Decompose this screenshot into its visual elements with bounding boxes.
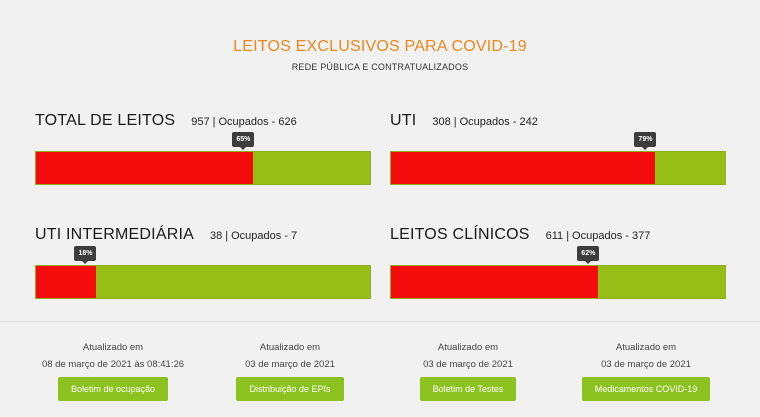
update-label: Atualizado em bbox=[259, 342, 321, 353]
occupancy-bar-fill bbox=[36, 266, 97, 298]
card-total: 611 bbox=[545, 230, 564, 242]
card-title: LEITOS CLÍNICOS bbox=[390, 226, 530, 243]
occupancy-bar-fill bbox=[391, 266, 599, 298]
occupancy-bar-fill bbox=[36, 152, 254, 184]
medicamentos-covid-button[interactable]: Medicamentos COVID-19 bbox=[581, 377, 711, 401]
card-info: 957 | Ocupados - 626 bbox=[191, 116, 297, 128]
card-info: 38 | Ocupados - 7 bbox=[209, 230, 298, 242]
update-date: 08 de março de 2021 às 08:41:26 bbox=[41, 359, 185, 370]
percent-badge: 18% bbox=[74, 246, 97, 264]
page-header: LEITOS EXCLUSIVOS PARA COVID-19 REDE PÚB… bbox=[0, 38, 760, 72]
update-block-ocupacao: Atualizado em 08 de março de 2021 às 08:… bbox=[23, 339, 203, 401]
update-date: 03 de março de 2021 bbox=[601, 359, 691, 370]
card-occupied: Ocupados - 242 bbox=[459, 116, 538, 128]
occupancy-bar-fill bbox=[391, 152, 655, 184]
update-label: Atualizado em bbox=[615, 342, 677, 353]
card-leitos-clinicos: LEITOS CLÍNICOS 611 | Ocupados - 377 62% bbox=[390, 226, 726, 299]
occupancy-bar bbox=[390, 151, 726, 185]
update-date: 03 de março de 2021 bbox=[245, 359, 335, 370]
update-label: Atualizado em bbox=[82, 342, 144, 353]
card-occupied: Ocupados - 626 bbox=[218, 116, 297, 128]
card-total: 38 bbox=[209, 230, 223, 242]
card-occupied: Ocupados - 377 bbox=[572, 230, 651, 242]
card-occupied: Ocupados - 7 bbox=[231, 230, 298, 242]
card-uti: UTI 308 | Ocupados - 242 79% bbox=[390, 112, 726, 185]
card-info: 308 | Ocupados - 242 bbox=[432, 116, 538, 128]
card-title: TOTAL DE LEITOS bbox=[35, 112, 176, 129]
occupancy-bar bbox=[35, 265, 371, 299]
update-label: Atualizado em bbox=[437, 342, 499, 353]
section-divider bbox=[0, 321, 760, 322]
occupancy-bar bbox=[35, 151, 371, 185]
percent-badge: 79% bbox=[634, 132, 657, 150]
percent-badge: 62% bbox=[577, 246, 600, 264]
update-block-epis: Atualizado em 03 de março de 2021 Distri… bbox=[200, 339, 380, 401]
update-block-medicamentos: Atualizado em 03 de março de 2021 Medica… bbox=[556, 339, 736, 401]
update-date: 03 de março de 2021 bbox=[423, 359, 513, 370]
boletim-testes-button[interactable]: Boletim de Testes bbox=[419, 377, 517, 401]
card-title: UTI bbox=[390, 112, 417, 129]
occupancy-bar bbox=[390, 265, 726, 299]
page-title: LEITOS EXCLUSIVOS PARA COVID-19 bbox=[233, 38, 527, 55]
card-info: 611 | Ocupados - 377 bbox=[545, 230, 651, 242]
card-total-leitos: TOTAL DE LEITOS 957 | Ocupados - 626 65% bbox=[35, 112, 371, 185]
boletim-ocupacao-button[interactable]: Boletim de ocupação bbox=[57, 377, 169, 401]
card-total: 957 bbox=[191, 116, 210, 128]
card-total: 308 bbox=[432, 116, 451, 128]
page-subtitle: REDE PÚBLICA E CONTRATUALIZADOS bbox=[291, 62, 469, 72]
distribuicao-epis-button[interactable]: Distribuição de EPIs bbox=[236, 377, 344, 401]
card-uti-intermediaria: UTI INTERMEDIÁRIA 38 | Ocupados - 7 18% bbox=[35, 226, 371, 299]
percent-badge: 65% bbox=[232, 132, 255, 150]
update-block-testes: Atualizado em 03 de março de 2021 Boleti… bbox=[378, 339, 558, 401]
card-title: UTI INTERMEDIÁRIA bbox=[35, 226, 194, 243]
